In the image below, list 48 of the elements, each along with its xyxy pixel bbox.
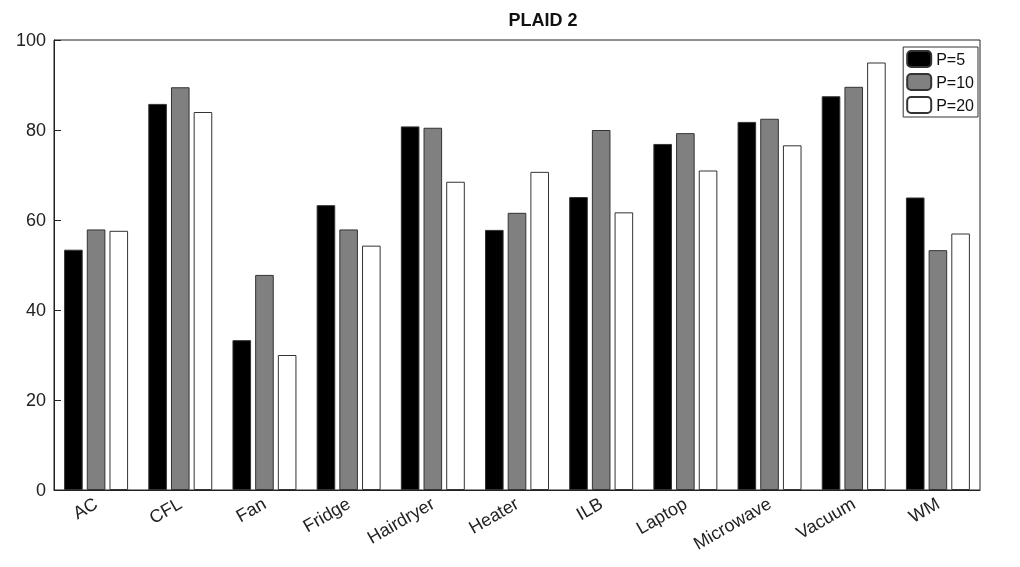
bar bbox=[676, 133, 695, 490]
legend-label: P=20 bbox=[936, 96, 975, 114]
y-tick-label: 80 bbox=[25, 120, 46, 140]
bar bbox=[844, 86, 864, 490]
bar bbox=[232, 340, 252, 490]
bar bbox=[867, 62, 886, 490]
bar bbox=[951, 233, 970, 490]
bar bbox=[316, 205, 336, 490]
y-tick-label: 100 bbox=[15, 30, 46, 50]
legend-label: P=10 bbox=[936, 73, 975, 91]
bar bbox=[698, 170, 718, 490]
bar bbox=[277, 355, 297, 490]
bar bbox=[446, 181, 465, 490]
bar bbox=[737, 121, 757, 490]
bar bbox=[400, 126, 420, 490]
y-tick-label: 40 bbox=[25, 300, 46, 320]
bar bbox=[170, 87, 190, 490]
x-tick-label: WM bbox=[905, 493, 943, 527]
bar bbox=[193, 112, 213, 490]
bar bbox=[362, 245, 381, 490]
chart-title: PLAID 2 bbox=[508, 10, 578, 30]
y-tick-label: 60 bbox=[25, 210, 46, 230]
bar bbox=[339, 229, 358, 490]
bar bbox=[591, 130, 611, 490]
legend-label: P=5 bbox=[936, 50, 966, 68]
bar bbox=[653, 143, 672, 490]
bar bbox=[530, 171, 549, 490]
x-tick-label: CFL bbox=[145, 493, 186, 528]
bar bbox=[569, 197, 588, 490]
bar bbox=[905, 197, 925, 490]
bar bbox=[109, 230, 129, 490]
bar bbox=[423, 127, 443, 490]
x-tick-label: AC bbox=[69, 493, 102, 524]
bar bbox=[86, 229, 106, 490]
bar bbox=[148, 103, 167, 490]
bar bbox=[64, 249, 83, 490]
bar bbox=[928, 250, 948, 490]
bar bbox=[760, 118, 779, 490]
x-tick-label: ILB bbox=[572, 493, 607, 525]
bar bbox=[507, 212, 527, 490]
bar bbox=[614, 212, 634, 490]
bar bbox=[821, 96, 841, 490]
y-tick-label: 0 bbox=[35, 480, 46, 500]
bar bbox=[255, 274, 274, 490]
y-tick-label: 20 bbox=[25, 390, 46, 410]
x-tick-label: Fan bbox=[232, 493, 270, 527]
bar bbox=[485, 229, 504, 490]
bar bbox=[782, 145, 802, 490]
